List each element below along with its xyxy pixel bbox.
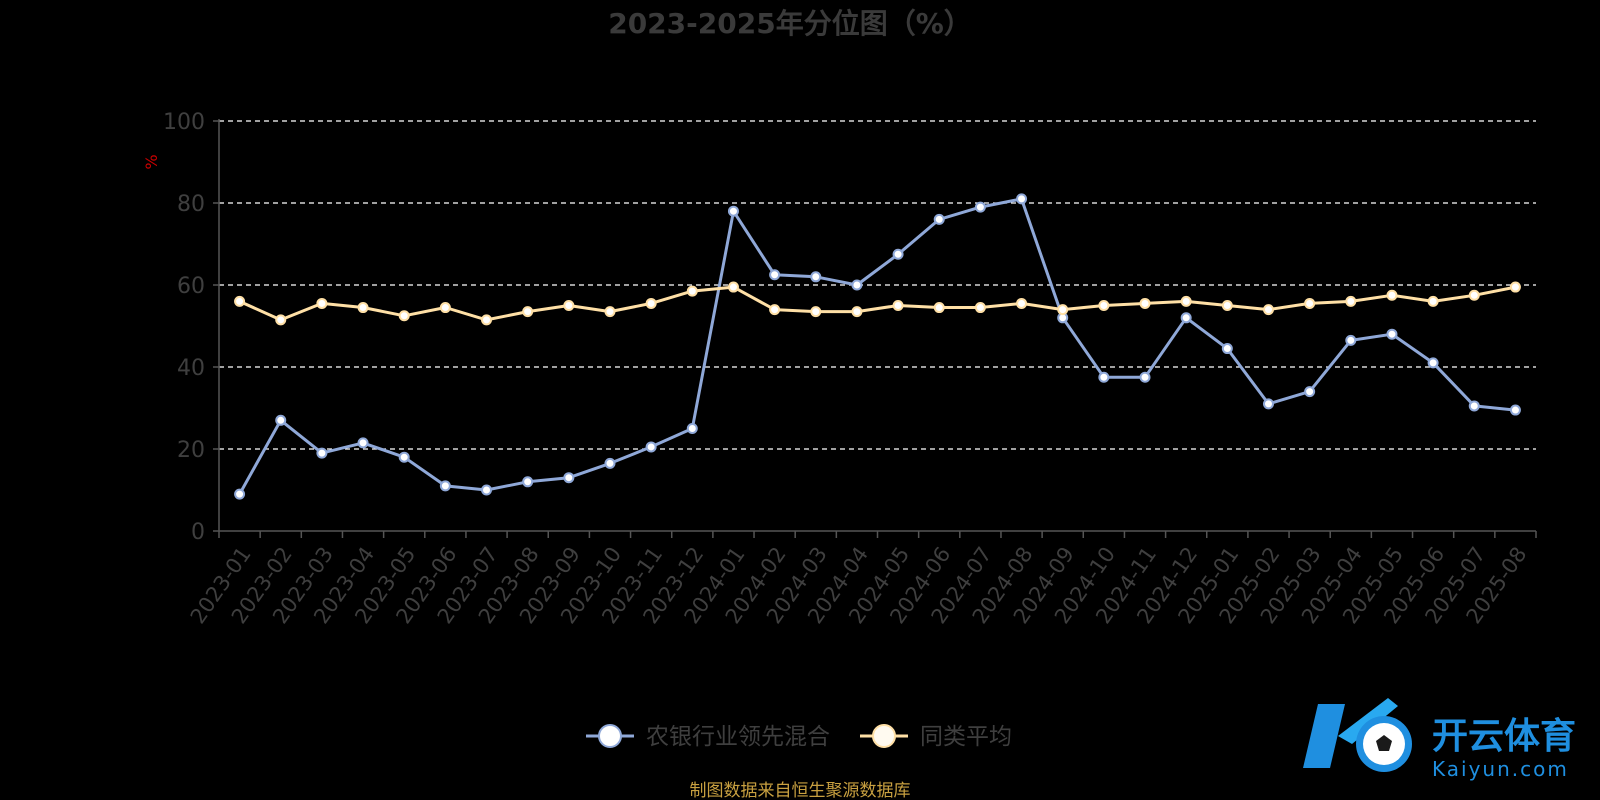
legend-label: 农银行业领先混合: [646, 724, 830, 750]
chart-title: 2023-2025年分位图（%）: [608, 7, 972, 40]
data-point: [686, 285, 698, 297]
legend: 农银行业领先混合 同类平均: [586, 724, 1012, 750]
y-tick-label: 20: [177, 438, 205, 463]
data-point: [1180, 295, 1192, 307]
data-point: [275, 414, 287, 426]
data-point: [357, 437, 369, 449]
data-point: [1221, 343, 1233, 355]
data-point: [645, 297, 657, 309]
series-1: [234, 281, 1521, 326]
data-point: [563, 300, 575, 311]
data-point: [1468, 400, 1480, 412]
data-point: [1304, 386, 1316, 398]
data-point: [1016, 193, 1028, 205]
logo-k-stem: [1303, 704, 1345, 768]
data-point: [1304, 297, 1316, 309]
ko-soccer-logo: [1303, 698, 1412, 772]
data-point: [892, 300, 904, 311]
data-point: [1427, 357, 1439, 369]
data-point: [522, 306, 534, 318]
y-axis-unit: %: [142, 154, 161, 169]
data-point: [1262, 398, 1274, 410]
data-point: [563, 472, 575, 484]
data-point: [1468, 289, 1480, 301]
data-point: [1345, 295, 1357, 307]
series-0: [234, 193, 1521, 500]
series-line: [238, 197, 1516, 495]
data-point: [810, 271, 822, 283]
y-tick-label: 0: [191, 520, 205, 545]
y-tick-labels: 0 20 40 60 80 100: [163, 110, 205, 545]
data-point: [645, 441, 657, 453]
data-point: [1098, 371, 1110, 383]
data-point: [316, 447, 328, 459]
data-point: [1139, 371, 1151, 383]
data-point: [1386, 328, 1398, 340]
soccer-ball-patch: [1376, 735, 1392, 751]
data-point: [1345, 334, 1357, 346]
data-point: [933, 213, 945, 225]
data-point: [1057, 304, 1069, 316]
legend-item-series-1[interactable]: 同类平均: [860, 724, 1012, 750]
data-point: [810, 306, 822, 318]
data-point: [1427, 295, 1439, 307]
data-point: [933, 302, 945, 314]
watermark-brand-en: Kaiyun.com: [1432, 757, 1569, 781]
legend-item-series-0[interactable]: 农银行业领先混合: [586, 724, 830, 750]
data-point: [851, 279, 863, 291]
data-point: [275, 314, 287, 326]
data-point: [974, 201, 986, 213]
data-point: [481, 314, 493, 326]
y-tick-label: 60: [177, 274, 205, 299]
data-point: [1262, 304, 1274, 316]
data-point: [1180, 312, 1192, 324]
data-point: [481, 484, 493, 496]
data-point: [398, 310, 410, 322]
data-point: [1139, 297, 1151, 309]
legend-label: 同类平均: [920, 724, 1012, 750]
data-point: [1509, 404, 1521, 416]
data-point: [851, 306, 863, 318]
data-source-note: 制图数据来自恒生聚源数据库: [690, 781, 911, 800]
data-point: [1221, 300, 1233, 311]
data-point: [727, 205, 739, 217]
data-point: [234, 488, 246, 500]
data-point: [769, 304, 781, 316]
data-point: [522, 476, 534, 488]
data-point: [974, 302, 986, 314]
data-point: [1098, 300, 1110, 311]
series-line: [238, 285, 1516, 322]
data-point: [727, 281, 739, 293]
legend-swatch-marker: [872, 724, 896, 748]
legend-swatch-marker: [598, 724, 622, 748]
series-lines: [234, 193, 1521, 500]
y-tick-label: 40: [177, 356, 205, 381]
data-point: [604, 457, 616, 469]
data-point: [1509, 281, 1521, 293]
gridlines: [219, 120, 1536, 450]
x-tick-labels: 2023-012023-022023-032023-042023-052023-…: [186, 543, 1532, 629]
data-point: [1016, 297, 1028, 309]
data-point: [1386, 289, 1398, 301]
data-point: [892, 248, 904, 260]
data-point: [398, 451, 410, 463]
watermark: 开云体育 Kaiyun.com: [1303, 698, 1576, 781]
y-tick-label: 80: [177, 192, 205, 217]
data-point: [439, 302, 451, 314]
data-point: [604, 306, 616, 318]
data-point: [439, 480, 451, 492]
y-tick-label: 100: [163, 110, 205, 135]
data-point: [686, 423, 698, 434]
data-point: [234, 295, 246, 307]
logo-k-arm: [1338, 698, 1398, 744]
data-point: [316, 297, 328, 309]
data-point: [357, 302, 369, 314]
watermark-brand-cn: 开云体育: [1432, 716, 1576, 757]
axes: [213, 119, 1537, 538]
data-point: [769, 269, 781, 281]
